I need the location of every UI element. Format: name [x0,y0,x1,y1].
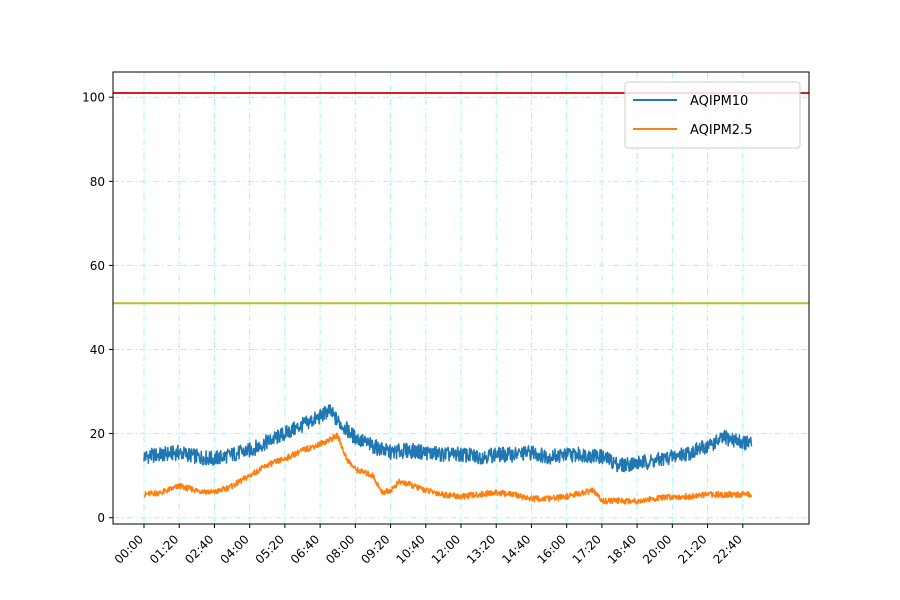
x-tick-label: 02:40 [182,532,216,566]
x-tick-label: 22:40 [711,532,745,566]
legend-label-aqipm25: AQIPM2.5 [690,123,752,138]
legend: AQIPM10 AQIPM2.5 [624,81,801,149]
x-tick-label: 12:00 [429,532,463,566]
x-tick-label: 05:20 [253,532,287,566]
x-tick-label: 09:20 [358,532,392,566]
x-tick-label: 18:40 [605,532,639,566]
x-tick-label: 16:00 [534,532,568,566]
series-lines [143,404,753,505]
series-line-aqipm25 [143,432,753,505]
legend-label-aqipm10: AQIPM10 [690,94,748,109]
x-tick-label: 08:00 [323,532,357,566]
x-tick-label: 20:00 [640,532,674,566]
series-line-aqipm10 [143,404,753,473]
grid [113,72,809,524]
x-tick-label: 21:20 [675,532,709,566]
x-tick-label: 04:00 [217,532,251,566]
y-tick-label: 0 [97,511,105,525]
y-tick-label: 60 [90,259,105,273]
y-axis: 0 20 40 60 80 100 [82,91,113,525]
x-tick-label: 01:20 [147,532,181,566]
x-tick-label: 14:40 [499,532,533,566]
x-tick-label: 17:20 [570,532,604,566]
x-tick-label: 13:20 [464,532,498,566]
y-tick-label: 80 [90,175,105,189]
x-axis: 00:00 01:20 02:40 04:00 05:20 06:40 08:00 09:20… [112,524,745,567]
y-tick-label: 40 [90,343,105,357]
y-tick-label: 100 [82,91,105,105]
x-tick-label: 06:40 [288,532,322,566]
y-tick-label: 20 [90,427,105,441]
x-tick-label: 10:40 [394,532,428,566]
x-tick-label: 00:00 [112,532,146,566]
legend-box [624,81,801,149]
